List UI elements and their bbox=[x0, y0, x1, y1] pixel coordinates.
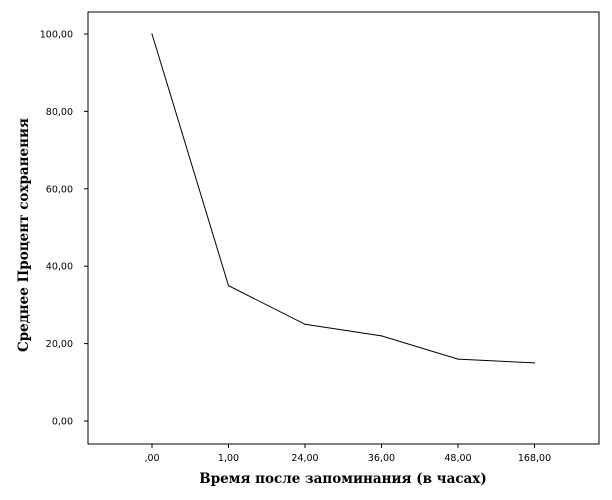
x-tick-label: 36,00 bbox=[368, 453, 395, 464]
y-tick-label: 0,00 bbox=[52, 417, 73, 428]
x-tick-label: 168,00 bbox=[518, 453, 551, 464]
y-tick-label: 20,00 bbox=[46, 339, 73, 350]
y-tick-label: 60,00 bbox=[46, 184, 73, 195]
x-tick-label: 48,00 bbox=[444, 453, 471, 464]
plot-frame bbox=[87, 11, 600, 445]
y-axis: 0,00 20,00 40,00 60,00 80,00 100,00 bbox=[40, 30, 88, 428]
data-point bbox=[227, 284, 230, 287]
x-axis: ,00 1,00 24,00 36,00 48,00 168,00 bbox=[144, 444, 551, 464]
x-tick-label: ,00 bbox=[144, 453, 159, 464]
y-axis-title: Среднее Процент сохранения bbox=[16, 118, 32, 352]
series-layer bbox=[151, 33, 536, 364]
y-tick-label: 80,00 bbox=[46, 107, 73, 118]
x-tick-label: 1,00 bbox=[218, 453, 239, 464]
y-tick-label: 40,00 bbox=[46, 262, 73, 273]
data-point bbox=[151, 33, 153, 35]
series-line bbox=[151, 33, 535, 364]
data-point bbox=[304, 323, 306, 325]
data-point bbox=[533, 362, 536, 364]
data-point bbox=[457, 358, 459, 360]
y-tick-label: 100,00 bbox=[40, 30, 73, 41]
x-tick-label: 24,00 bbox=[291, 453, 318, 464]
x-axis-title: Время после запоминания (в часах) bbox=[199, 471, 486, 487]
data-point bbox=[380, 335, 383, 337]
